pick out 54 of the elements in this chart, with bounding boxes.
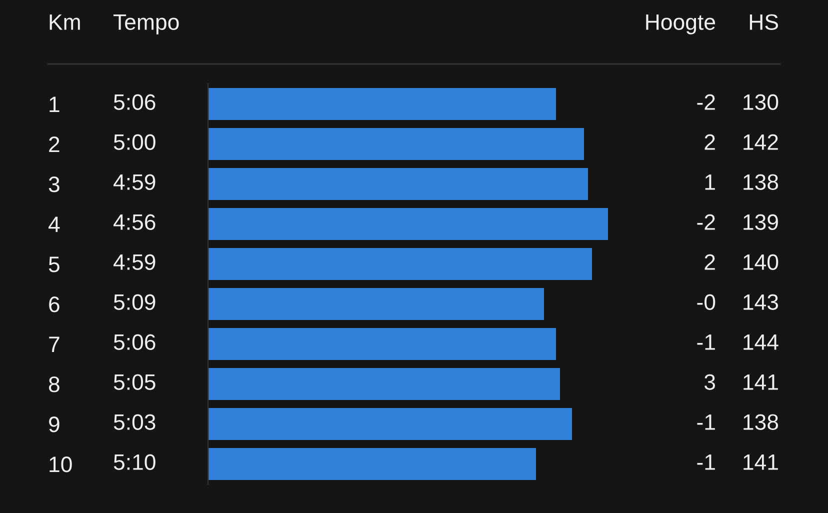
category-label: 5:06 — [114, 334, 156, 350]
data-label: 3 — [704, 374, 716, 390]
bar — [208, 208, 608, 240]
data-label: -0 — [697, 294, 716, 310]
y-tick-label: 9 — [49, 416, 60, 432]
y-tick-label: 10 — [50, 456, 72, 472]
data-label: 141 — [744, 374, 778, 390]
y-axis-title: Km — [50, 14, 80, 30]
category-label: 5:03 — [114, 414, 156, 430]
data-label: -1 — [697, 334, 715, 350]
data-label: 143 — [744, 294, 778, 310]
category-label: 5:00 — [114, 134, 156, 150]
data-label: 141 — [744, 454, 778, 470]
bar — [208, 368, 560, 400]
bar — [208, 128, 584, 160]
data-label: 140 — [744, 254, 778, 270]
text: HS — [750, 14, 778, 30]
text: Tempo — [114, 14, 179, 34]
text: Hoogte — [646, 14, 716, 34]
bar — [208, 288, 544, 320]
data-label: 138 — [744, 414, 778, 430]
category-label: 4:59 — [114, 174, 156, 190]
bar — [208, 248, 592, 280]
y-tick-label: 8 — [48, 376, 60, 392]
data-label: -1 — [697, 454, 715, 470]
data-label: 2 — [704, 134, 715, 150]
data-label: 144 — [744, 334, 778, 350]
category-label: 5:05 — [114, 374, 156, 390]
bar — [208, 448, 536, 480]
bar — [208, 328, 556, 360]
bar — [208, 168, 588, 200]
data-label: -2 — [697, 214, 715, 230]
y-tick-label: 1 — [50, 96, 60, 112]
category-label: 5:06 — [114, 94, 156, 110]
y-tick-label: 4 — [48, 216, 60, 232]
data-label: 130 — [744, 94, 778, 110]
y-tick-label: 2 — [49, 136, 60, 152]
data-label: 138 — [744, 174, 778, 190]
category-label: 5:09 — [114, 294, 156, 310]
data-label: -1 — [697, 414, 715, 430]
data-label: 142 — [744, 134, 778, 150]
data-label: -2 — [697, 94, 715, 110]
data-label: 2 — [704, 254, 715, 270]
y-tick-label: 6 — [49, 296, 60, 312]
data-label: 1 — [705, 174, 715, 190]
data-label: 139 — [744, 214, 778, 230]
y-tick-label: 7 — [49, 336, 60, 352]
bar — [208, 88, 556, 120]
category-label: 4:56 — [114, 214, 156, 230]
y-tick-label: 5 — [48, 256, 60, 272]
bar — [208, 408, 572, 440]
category-label: 4:59 — [114, 254, 156, 270]
y-tick-label: 3 — [48, 176, 60, 192]
category-label: 5:10 — [114, 454, 156, 470]
